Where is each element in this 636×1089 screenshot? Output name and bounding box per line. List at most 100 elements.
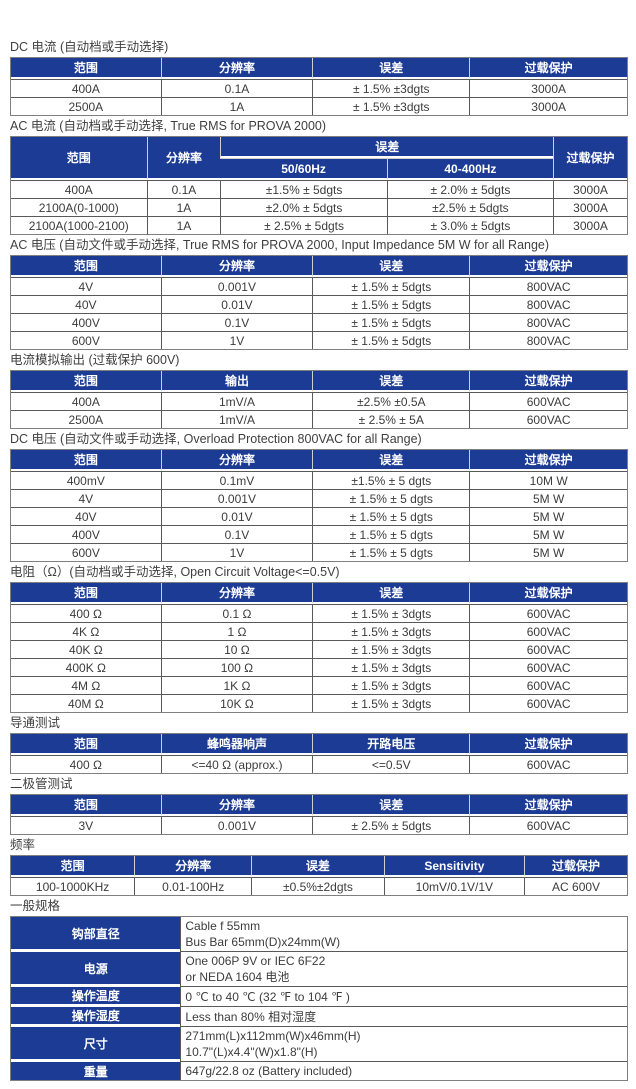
- data-cell: 1K Ω: [160, 676, 313, 694]
- data-cell: ± 1.5% ± 5 dgts: [312, 507, 470, 525]
- spec-value-line: 10.7"(L)x4.4"(W)x1.8"(H): [185, 1045, 318, 1059]
- data-cell: ± 1.5% ±3dgts: [312, 79, 470, 97]
- data-cell: ±1.5% ± 5dgts: [220, 180, 387, 198]
- data-cell: 600V: [11, 331, 161, 349]
- data-cell: ± 2.5% ± 5A: [312, 410, 470, 428]
- data-cell: ±2.0% ± 5dgts: [220, 198, 387, 216]
- header-cell: 过载保护: [469, 58, 627, 79]
- data-cell: 40V: [11, 295, 161, 313]
- data-cell: 600VAC: [469, 410, 627, 428]
- header-cell: 误差: [312, 795, 470, 816]
- spec-value-cell: 271mm(L)x112mm(W)x46mm(H) 10.7"(L)x4.4"(W…: [180, 1027, 627, 1062]
- spec-value-line: Cable f 55mm: [185, 919, 261, 933]
- data-cell: 2500A: [11, 410, 161, 428]
- header-cell: 范围: [11, 450, 161, 471]
- data-cell: 3V: [11, 816, 161, 834]
- data-cell: ± 2.0% ± 5dgts: [386, 180, 554, 198]
- data-cell: ± 1.5% ± 5dgts: [312, 295, 470, 313]
- table-row: 40K Ω 10 Ω ± 1.5% ± 3dgts 600VAC: [11, 640, 627, 658]
- table-row: 尺寸 271mm(L)x112mm(W)x46mm(H) 10.7"(L)x4.4"…: [11, 1027, 627, 1062]
- data-cell: 100 Ω: [160, 658, 313, 676]
- data-cell: 10K Ω: [160, 694, 313, 712]
- data-cell: 3000A: [469, 79, 627, 97]
- data-cell: 0.001V: [160, 489, 313, 507]
- data-cell: 400K Ω: [11, 658, 161, 676]
- table-row: 100-1000KHz 0.01-100Hz ±0.5%±2dgts 10mV/0.1…: [11, 877, 627, 895]
- spec-label-cell: 钩部直径: [11, 917, 181, 952]
- data-cell: 400A: [11, 180, 147, 198]
- section-title: 导通测试: [10, 716, 61, 730]
- table-row: 2100A(0-1000) 1A ±2.0% ± 5dgts ±2.5% ± 5dgt…: [11, 198, 627, 216]
- table-row: 600V 1V ± 1.5% ± 5dgts 800VAC: [11, 331, 627, 349]
- data-cell: 0.001V: [160, 277, 313, 295]
- table-row: 400mV 0.1mV ±1.5% ± 5 dgts 10M W: [11, 471, 627, 489]
- spec-label-cell: 操作温度: [11, 987, 181, 1007]
- header-cell: 分辨率: [134, 856, 252, 877]
- header-cell: 分辨率: [160, 795, 313, 816]
- data-cell: 0.001V: [160, 816, 313, 834]
- spec-label-cell: 电源: [11, 952, 181, 987]
- data-cell: 1V: [160, 331, 313, 349]
- header-cell: 范围: [11, 137, 147, 180]
- spec-value-line: Bus Bar 65mm(D)x24mm(W): [185, 935, 341, 949]
- data-cell: 2100A(0-1000): [11, 198, 147, 216]
- data-cell: 2100A(1000-2100): [11, 216, 147, 234]
- data-cell: ± 1.5% ± 3dgts: [312, 676, 470, 694]
- data-cell: 0.1 Ω: [160, 604, 313, 622]
- data-cell: 600VAC: [469, 658, 627, 676]
- data-cell: 600VAC: [469, 622, 627, 640]
- header-cell: 过载保护: [553, 137, 627, 180]
- data-cell: <=40 Ω (approx.): [160, 755, 313, 773]
- header-cell: 过载保护: [469, 734, 627, 755]
- table-row: 400 Ω <=40 Ω (approx.) <=0.5V 600VAC: [11, 755, 627, 773]
- header-cell: 误差: [251, 856, 384, 877]
- data-cell: ±1.5% ± 5 dgts: [312, 471, 470, 489]
- data-cell: ± 3.0% ± 5dgts: [386, 216, 554, 234]
- spec-value-cell: Cable f 55mm Bus Bar 65mm(D)x24mm(W): [180, 917, 627, 952]
- table-row: 4M Ω 1K Ω ± 1.5% ± 3dgts 600VAC: [11, 676, 627, 694]
- section-title: AC 电流 (自动档或手动选择, True RMS for PROVA 2000…: [10, 119, 327, 133]
- data-cell: 400V: [11, 525, 161, 543]
- data-cell: 600VAC: [469, 604, 627, 622]
- header-cell: 分辨率: [146, 137, 221, 180]
- data-cell: 4V: [11, 489, 161, 507]
- spec-value-cell: 0 ℃ to 40 ℃ (32 ℉ to 104 ℉ ): [180, 987, 627, 1007]
- section-title: 频率: [10, 838, 36, 852]
- data-cell: 0.1V: [160, 313, 313, 331]
- section-title: DC 电压 (自动文件或手动选择, Overload Protection 80…: [10, 432, 422, 446]
- header-cell: 输出: [160, 371, 313, 392]
- data-cell: 0.1V: [160, 525, 313, 543]
- table-row: 操作温度 0 ℃ to 40 ℃ (32 ℉ to 104 ℉ ): [11, 987, 627, 1007]
- header-cell: 范围: [11, 856, 135, 877]
- header-cell: 误差: [220, 137, 554, 158]
- data-cell: AC 600V: [524, 877, 627, 895]
- data-cell: 3000A: [553, 180, 627, 198]
- table-row: 4V 0.001V ± 1.5% ± 5dgts 800VAC: [11, 277, 627, 295]
- data-cell: 40V: [11, 507, 161, 525]
- data-cell: 10 Ω: [160, 640, 313, 658]
- section-title: AC 电压 (自动文件或手动选择, True RMS for PROVA 200…: [10, 238, 550, 252]
- data-cell: 40K Ω: [11, 640, 161, 658]
- section-title: DC 电流 (自动档或手动选择): [10, 40, 169, 54]
- spec-table: 范围 分辨率 误差 过载保护 3V 0.001V ± 2.5% ± 5dgts 600VAC: [10, 794, 628, 835]
- data-cell: ± 1.5% ± 3dgts: [312, 640, 470, 658]
- spec-table: 范围 分辨率 误差 过载保护 400 Ω 0.1 Ω ± 1.5% ± 3dgts 600VA…: [10, 582, 628, 713]
- data-cell: 600VAC: [469, 676, 627, 694]
- table-row: 600V 1V ± 1.5% ± 5 dgts 5M W: [11, 543, 627, 561]
- header-cell: 过载保护: [469, 583, 627, 604]
- spec-value-line: 271mm(L)x112mm(W)x46mm(H): [185, 1029, 361, 1043]
- table-row: 电源 One 006P 9V or IEC 6F22 or NEDA 1604 电池: [11, 952, 627, 987]
- spec-value-line: One 006P 9V or IEC 6F22: [185, 954, 326, 968]
- header-cell: 范围: [11, 583, 161, 604]
- header-cell: 分辨率: [160, 58, 313, 79]
- data-cell: ± 1.5% ± 5dgts: [312, 277, 470, 295]
- table-row: 2500A 1A ± 1.5% ±3dgts 3000A: [11, 97, 627, 115]
- data-cell: ± 1.5% ± 3dgts: [312, 694, 470, 712]
- data-cell: ± 1.5% ± 5 dgts: [312, 525, 470, 543]
- table-row: 40V 0.01V ± 1.5% ± 5 dgts 5M W: [11, 507, 627, 525]
- data-cell: 3000A: [553, 198, 627, 216]
- data-cell: 1A: [146, 216, 221, 234]
- spec-value-cell: Less than 80% 相对湿度: [180, 1007, 627, 1027]
- data-cell: 3000A: [553, 216, 627, 234]
